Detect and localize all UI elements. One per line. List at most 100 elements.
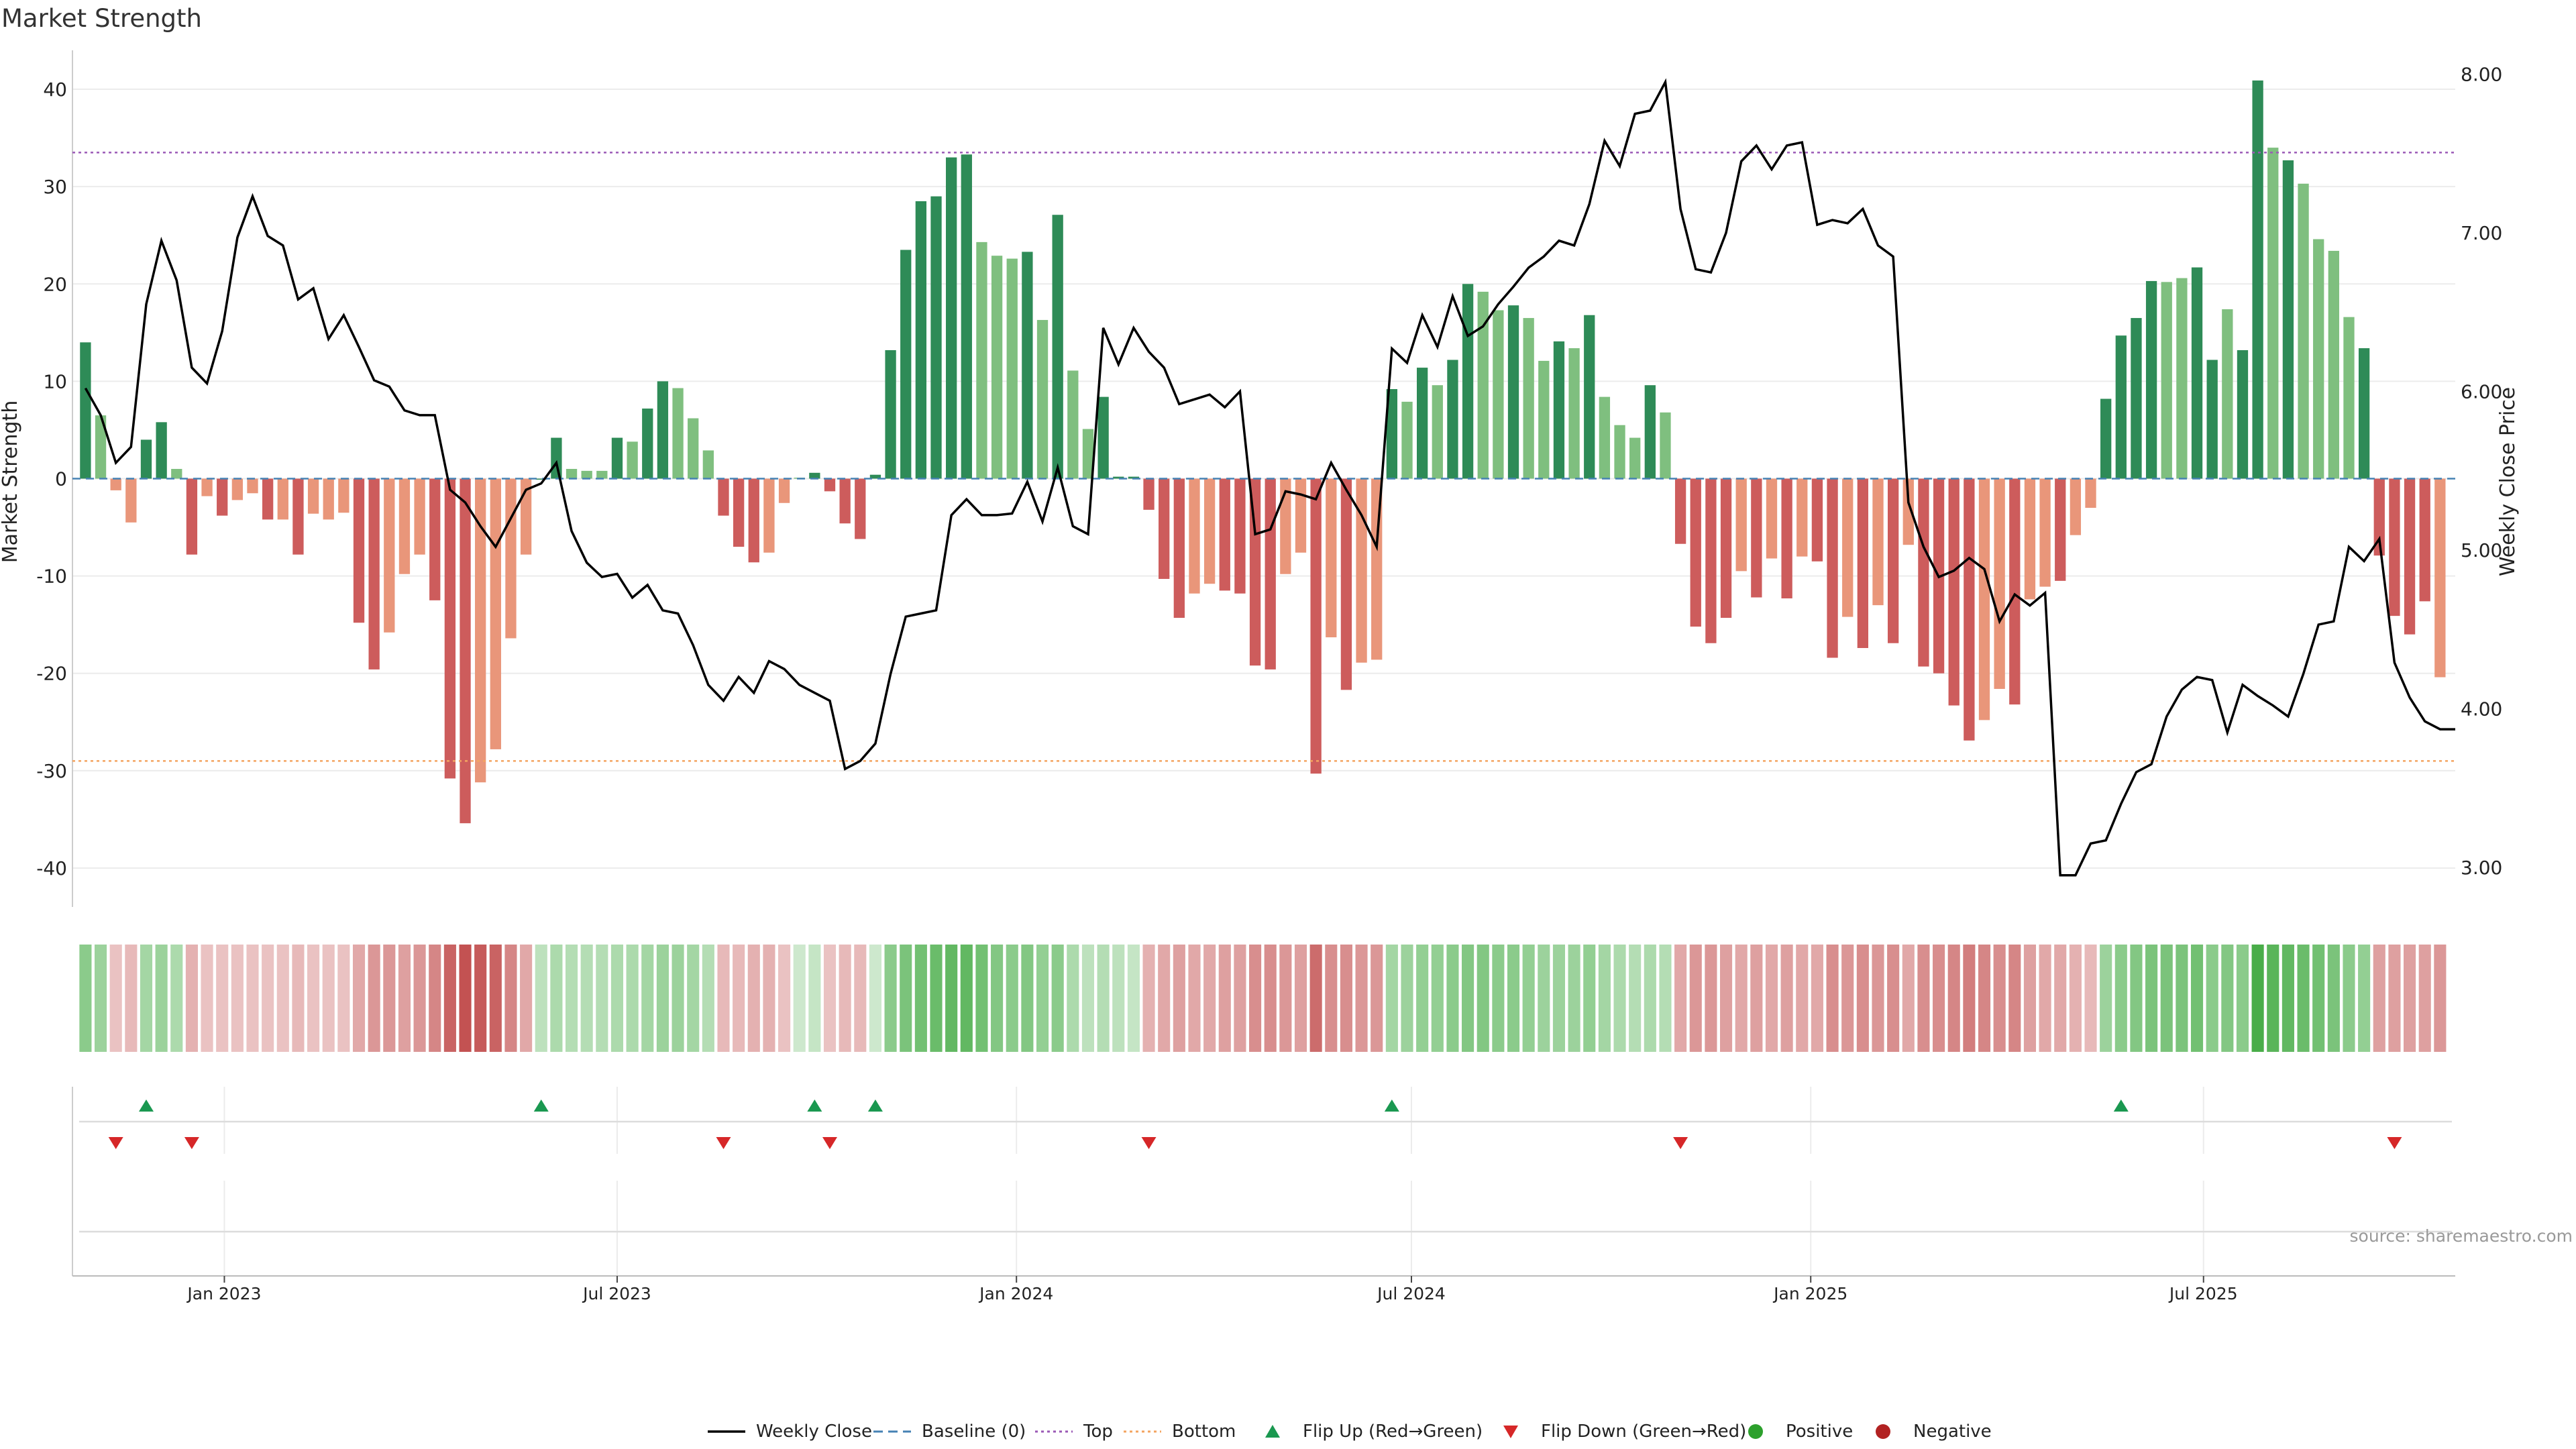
strength-bar <box>611 437 623 479</box>
heat-cell <box>1325 945 1338 1052</box>
strength-bar <box>1994 478 2005 689</box>
heat-cell <box>1340 945 1352 1052</box>
legend-triangle-up-icon <box>1265 1425 1280 1438</box>
strength-bar <box>1462 284 1474 479</box>
heat-cell <box>914 945 927 1052</box>
strength-bar <box>398 478 411 574</box>
strength-bar <box>2252 80 2263 479</box>
strength-bar <box>1219 478 1230 591</box>
strength-bar <box>551 437 562 479</box>
heat-cell <box>231 945 244 1052</box>
heat-cell <box>550 945 563 1052</box>
legend-item: Flip Up (Red→Green) <box>1265 1421 1483 1442</box>
heat-cell <box>1583 945 1596 1052</box>
legend-item: Bottom <box>1124 1421 1236 1442</box>
weekly-close-line <box>84 78 2455 877</box>
heat-cell <box>733 945 745 1052</box>
flip-down-marker <box>822 1137 838 1149</box>
heat-cell <box>2373 945 2385 1052</box>
strength-bar <box>1811 478 1823 561</box>
heat-cell <box>246 945 259 1052</box>
strength-bar <box>1660 412 1671 479</box>
heat-cell <box>2251 945 2264 1052</box>
heat-cell <box>398 945 411 1052</box>
strength-bar <box>1189 478 1200 594</box>
legend: Weekly Close Baseline (0) Top Bottom Flip Up… <box>708 1421 1992 1442</box>
heat-cell <box>717 945 730 1052</box>
strength-bar <box>535 478 547 480</box>
strength-bar <box>1006 258 1018 479</box>
heat-cell <box>610 945 624 1052</box>
left-tick-label: 10 <box>43 370 67 392</box>
strength-bar <box>2039 478 2051 587</box>
heat-cell <box>140 945 153 1052</box>
left-tick-label: -10 <box>36 566 67 588</box>
heat-cell <box>1765 945 1778 1052</box>
strength-bar <box>1766 478 1778 559</box>
flip-up-marker <box>533 1099 549 1112</box>
heat-cell <box>2008 945 2021 1052</box>
heat-cell <box>1507 945 1520 1052</box>
heat-cell <box>1978 945 1991 1052</box>
strength-bar <box>885 350 896 479</box>
heat-cell <box>839 945 851 1052</box>
heat-cell <box>2418 945 2431 1052</box>
right-axis-ticks: 3.00 4.00 5.00 6.00 7.00 8.00 <box>2461 63 2502 878</box>
strength-bar <box>1128 476 1140 479</box>
heat-cell <box>1294 945 1307 1052</box>
heat-cell <box>1719 945 1733 1052</box>
heat-cell <box>337 945 350 1052</box>
flip-down-marker <box>1673 1137 1688 1149</box>
heat-cell <box>1780 945 1793 1052</box>
strength-bar <box>277 478 288 520</box>
strength-bar <box>1386 388 1398 479</box>
strength-bar <box>688 418 699 479</box>
heat-cell <box>1173 945 1185 1052</box>
strength-bar <box>1356 478 1367 663</box>
heat-cell <box>1598 945 1611 1052</box>
flip-down-marker <box>2387 1137 2402 1149</box>
heat-cell <box>535 945 547 1052</box>
legend-item: Positive <box>1748 1421 1853 1442</box>
strength-bar <box>596 470 608 479</box>
strength-bar <box>1052 215 1063 479</box>
heat-cell <box>930 945 943 1052</box>
heat-cell <box>2160 945 2173 1052</box>
heat-cell <box>1371 945 1383 1052</box>
strength-bar <box>748 478 759 563</box>
strength-bar <box>520 478 532 555</box>
heat-cell <box>1081 945 1095 1052</box>
heat-cell <box>1856 945 1869 1052</box>
legend-dot-icon <box>1876 1424 1890 1439</box>
strength-bar <box>1948 478 1960 706</box>
strength-bar <box>566 468 578 479</box>
heat-cell <box>1522 945 1535 1052</box>
strength-bar <box>1872 478 1884 606</box>
heat-cell <box>1492 945 1505 1052</box>
strength-bar <box>1295 478 1307 553</box>
heat-cell <box>1796 945 1809 1052</box>
heat-cell <box>656 945 669 1052</box>
strength-bar <box>140 439 152 479</box>
strength-bar <box>384 478 395 633</box>
heat-cell <box>322 945 335 1052</box>
strength-bar <box>1097 396 1109 479</box>
heat-cell <box>1203 945 1216 1052</box>
legend-item: Flip Down (Green→Red) <box>1503 1421 1746 1442</box>
heat-cell <box>884 945 897 1052</box>
left-tick-label: 0 <box>55 468 67 490</box>
heat-cell <box>1067 945 1079 1052</box>
heat-cell <box>429 945 441 1052</box>
right-tick-label: 5.00 <box>2461 539 2502 561</box>
strength-bar <box>1538 360 1550 479</box>
heat-cell <box>702 945 714 1052</box>
left-tick-label: -40 <box>36 857 67 879</box>
heat-cell <box>170 945 183 1052</box>
heat-cell <box>1963 945 1976 1052</box>
strength-bar <box>2206 360 2218 479</box>
chart-title: Market Strength <box>1 4 202 33</box>
strength-bar <box>946 157 957 479</box>
strength-bar <box>672 388 684 479</box>
strength-bar <box>915 201 927 479</box>
